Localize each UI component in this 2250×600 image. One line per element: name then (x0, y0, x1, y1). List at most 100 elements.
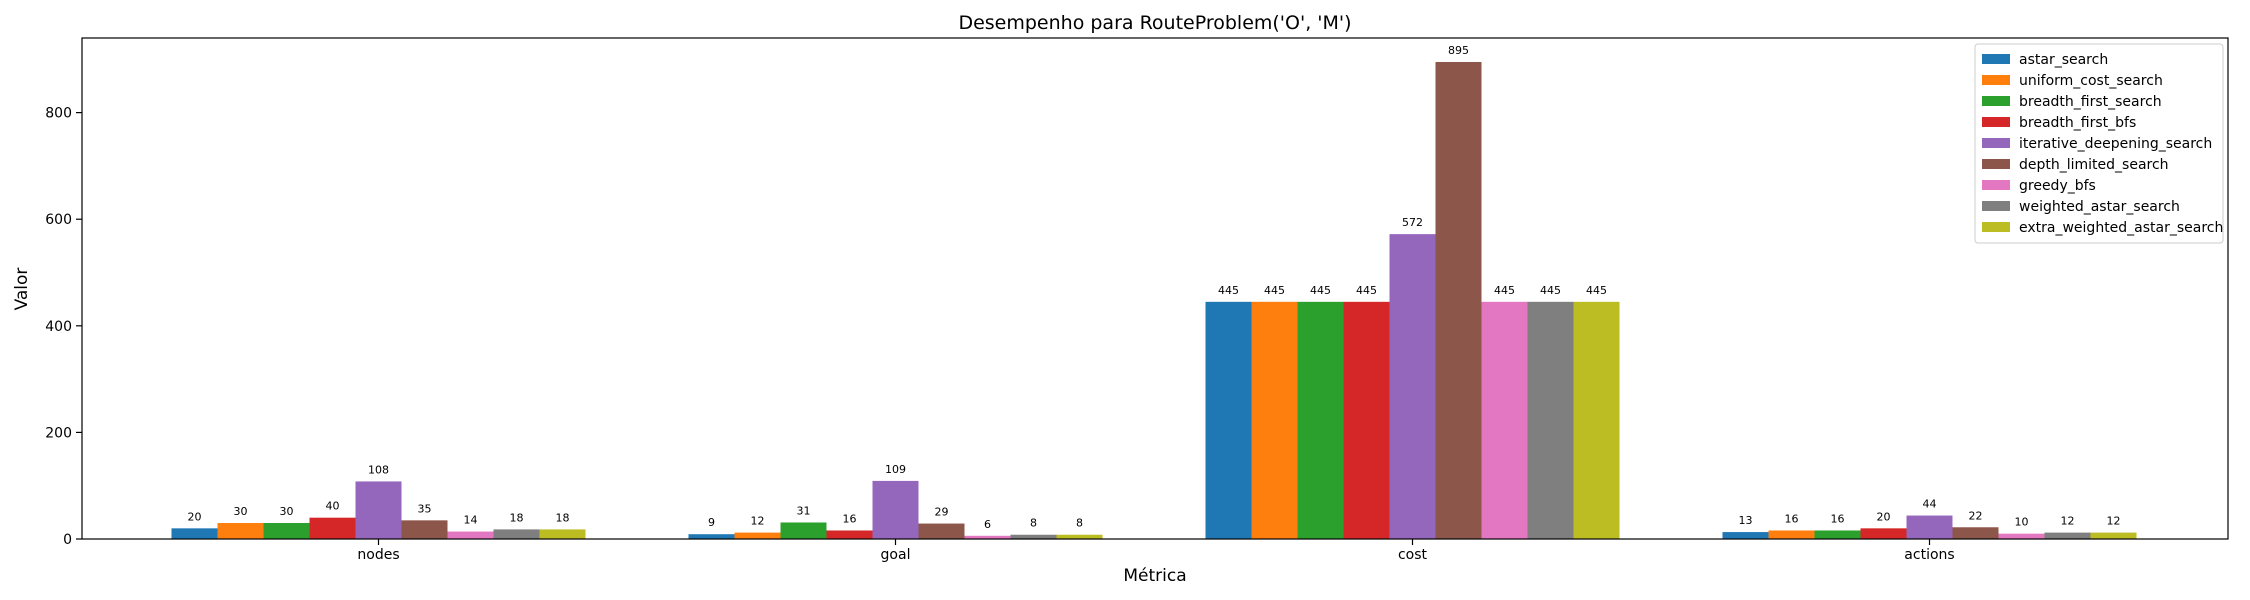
data-label: 18 (556, 511, 570, 524)
data-label: 12 (751, 515, 765, 528)
bar (1814, 530, 1861, 539)
data-label: 445 (1494, 284, 1515, 297)
data-label: 16 (1831, 512, 1845, 525)
x-tick-label: goal (881, 547, 911, 563)
bar (1860, 528, 1907, 539)
data-label: 13 (1739, 514, 1753, 527)
data-label: 6 (984, 518, 991, 531)
data-label: 445 (1586, 284, 1607, 297)
bar (2044, 532, 2091, 539)
bar (734, 532, 781, 539)
bar (309, 517, 356, 539)
data-label: 10 (2015, 516, 2029, 529)
bar (1343, 301, 1390, 539)
legend-label: uniform_cost_search (2019, 73, 2163, 89)
bar (688, 534, 735, 539)
bar (171, 528, 218, 539)
data-label: 445 (1218, 284, 1239, 297)
data-label: 14 (464, 514, 478, 527)
y-tick-label: 600 (45, 212, 72, 228)
bar (1906, 515, 1953, 539)
bar (872, 480, 919, 539)
y-tick-label: 400 (45, 319, 72, 335)
x-axis-label: Métrica (1123, 566, 1186, 586)
bar (1527, 301, 1574, 539)
bar (1010, 534, 1057, 539)
bar (539, 529, 586, 539)
bar (964, 535, 1011, 539)
bar (2090, 532, 2137, 539)
x-tick-label: nodes (357, 547, 399, 563)
y-tick-label: 800 (45, 106, 72, 122)
y-axis-ticks: 0 200 400 600 800 (45, 106, 82, 548)
bar (826, 530, 873, 539)
data-label: 30 (280, 505, 294, 518)
data-label: 572 (1402, 216, 1423, 229)
data-label: 12 (2061, 515, 2075, 528)
y-tick-label: 200 (45, 425, 72, 441)
x-tick-label: cost (1398, 547, 1428, 563)
bar (401, 520, 448, 539)
data-label: 22 (1969, 509, 1983, 522)
legend-swatch (1982, 180, 2010, 190)
legend-swatch (1982, 138, 2010, 148)
legend-label: astar_search (2019, 52, 2108, 68)
legend-swatch (1982, 159, 2010, 169)
bar (1768, 530, 1815, 539)
data-label: 109 (885, 463, 906, 476)
legend-swatch (1982, 201, 2010, 211)
legend: astar_search uniform_cost_search breadth_f… (1974, 43, 2224, 244)
bar (1056, 534, 1103, 539)
legend-swatch (1982, 222, 2010, 232)
bar (355, 481, 402, 539)
bar (1998, 533, 2045, 539)
bar (1297, 301, 1344, 539)
legend-swatch (1982, 117, 2010, 127)
x-axis-ticks: nodes goal cost actions (357, 539, 1955, 563)
legend-swatch (1982, 75, 2010, 85)
legend-label: greedy_bfs (2019, 178, 2096, 194)
bar (1389, 234, 1436, 539)
bar (1722, 532, 1769, 539)
data-label: 108 (368, 463, 389, 476)
data-label: 31 (797, 504, 811, 517)
bar (263, 523, 310, 539)
data-label: 8 (1030, 517, 1037, 530)
bar (1481, 301, 1528, 539)
y-axis-label: Valor (12, 268, 32, 311)
legend-label: breadth_first_search (2019, 94, 2162, 110)
data-label: 895 (1448, 44, 1469, 57)
data-label: 44 (1923, 498, 1937, 511)
y-tick-label: 0 (63, 532, 72, 548)
data-label: 445 (1310, 284, 1331, 297)
bars (171, 61, 2137, 540)
data-label: 16 (843, 512, 857, 525)
legend-box (1974, 43, 2224, 244)
legend-label: breadth_first_bfs (2019, 115, 2136, 131)
legend-label: iterative_deepening_search (2019, 136, 2212, 152)
data-label: 35 (418, 502, 432, 515)
data-label: 29 (935, 506, 949, 519)
bar (918, 523, 965, 539)
bar (1573, 301, 1620, 539)
legend-label: weighted_astar_search (2019, 199, 2180, 215)
bar (447, 531, 494, 539)
plot-frame (81, 37, 2229, 540)
data-label: 12 (2107, 515, 2121, 528)
bar (1952, 527, 1999, 539)
bar (780, 522, 827, 539)
legend-swatch (1982, 54, 2010, 64)
legend-swatch (1982, 96, 2010, 106)
data-label: 20 (188, 510, 202, 523)
data-label: 445 (1540, 284, 1561, 297)
data-label: 20 (1877, 510, 1891, 523)
x-tick-label: actions (1904, 547, 1954, 563)
data-label: 40 (326, 500, 340, 513)
data-label: 30 (234, 505, 248, 518)
data-label: 9 (708, 516, 715, 529)
data-label: 445 (1264, 284, 1285, 297)
bar (493, 529, 540, 539)
data-label: 445 (1356, 284, 1377, 297)
legend-label: depth_limited_search (2019, 157, 2169, 173)
